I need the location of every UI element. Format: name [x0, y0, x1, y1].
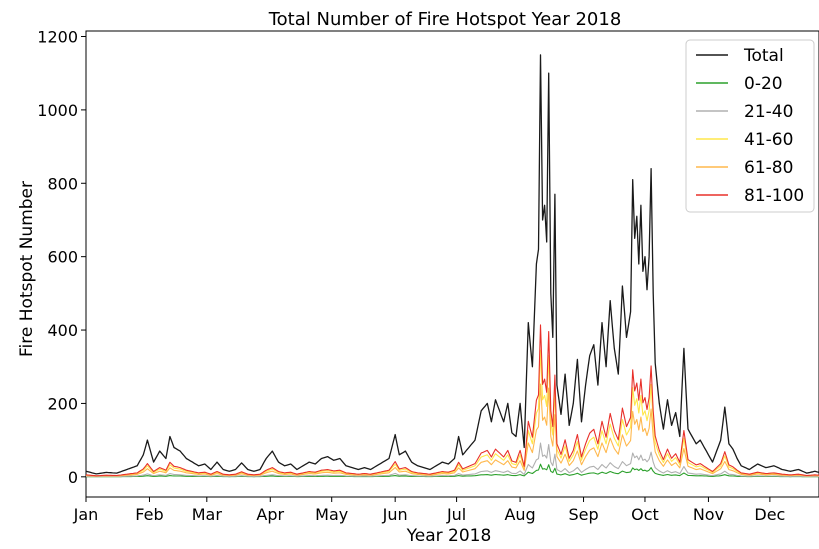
legend-label: Total [743, 46, 784, 66]
y-tick-label: 400 [47, 321, 78, 340]
x-tick-label: Dec [754, 505, 785, 524]
y-axis: 0 200 400 600 800 1000 1200 [37, 28, 86, 487]
plot-frame [85, 30, 819, 498]
x-tick-label: Jul [446, 505, 466, 524]
legend: Total 0-20 21-40 41-60 61-80 81-100 [685, 39, 815, 213]
x-tick-label: May [315, 505, 348, 524]
legend-label: 41-60 [744, 130, 793, 150]
legend-label: 0-20 [744, 74, 783, 94]
y-tick-label: 1200 [37, 28, 78, 47]
legend-label: 61-80 [744, 158, 793, 178]
x-tick-label: Sep [568, 505, 598, 524]
y-tick-label: 800 [47, 174, 78, 193]
y-tick-label: 0 [68, 468, 78, 487]
legend-label: 81-100 [744, 186, 804, 206]
x-axis-label: Year 2018 [406, 526, 492, 546]
chart-title: Total Number of Fire Hotspot Year 2018 [268, 9, 622, 30]
y-tick-label: 600 [47, 248, 78, 267]
series-line-81-100 [85, 324, 819, 477]
series-line-41-60 [85, 349, 819, 477]
x-tick-label: Apr [256, 505, 284, 524]
x-tick-label: Aug [504, 505, 535, 524]
x-tick-label: Oct [631, 505, 659, 524]
series-line-total [85, 54, 819, 475]
y-axis-label: Fire Hotspot Number [17, 181, 37, 357]
series-line-21-40 [86, 442, 819, 478]
legend-label: 21-40 [744, 102, 793, 122]
y-tick-label: 200 [47, 394, 78, 413]
y-tick-label: 1000 [37, 101, 78, 120]
x-axis: Jan Feb Mar Apr May Jun Jul Aug Sep Oct Nov Dec [73, 497, 785, 524]
x-tick-label: Nov [693, 505, 724, 524]
x-tick-label: Jun [382, 505, 408, 524]
x-tick-label: Feb [135, 505, 163, 524]
x-tick-label: Jan [73, 505, 99, 524]
x-tick-label: Mar [192, 505, 223, 524]
series-layer [85, 54, 819, 478]
series-line-61-80 [85, 383, 819, 477]
